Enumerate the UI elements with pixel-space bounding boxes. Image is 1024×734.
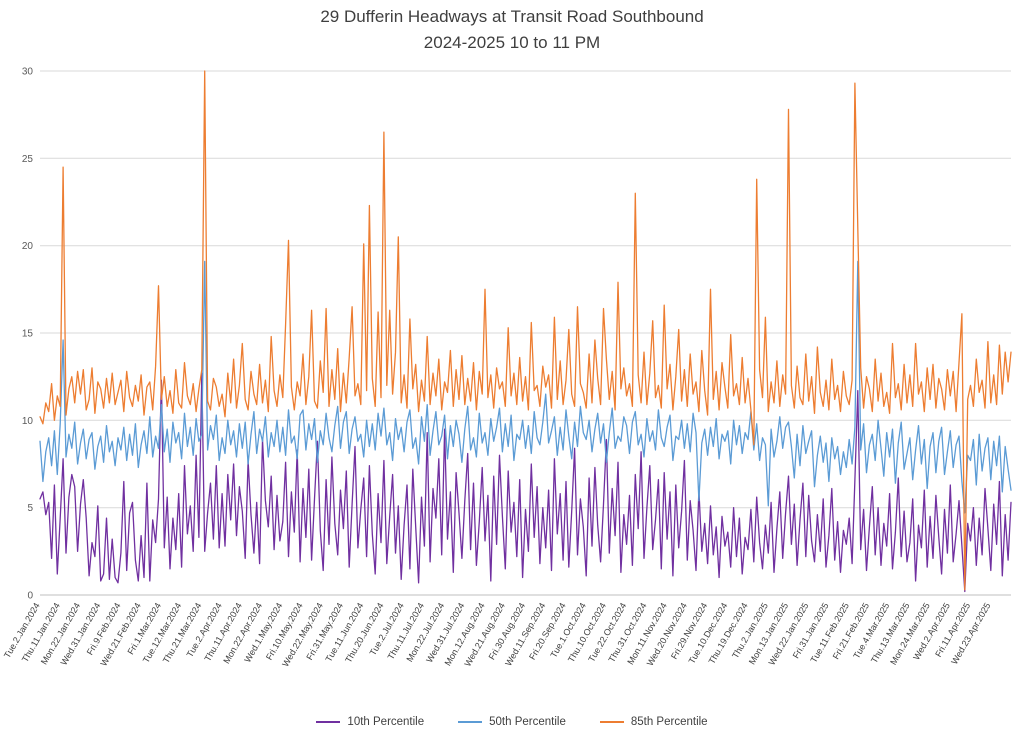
legend-line-swatch-orange: [599, 721, 624, 723]
series-line-85th-percentile: [39, 70, 1012, 591]
y-tick-label: 5: [27, 503, 33, 514]
y-tick-label: 10: [22, 416, 34, 427]
series-line-10th-percentile: [39, 372, 1012, 593]
legend-label: 85th Percentile: [630, 716, 708, 728]
legend-label: 10th Percentile: [347, 716, 425, 728]
legend-label: 50th Percentile: [489, 716, 566, 728]
legend-item-10th-percentile: 10th Percentile: [316, 716, 424, 728]
chart-title-line1: 29 Dufferin Headways at Transit Road Sou…: [320, 7, 704, 26]
y-tick-label: 30: [22, 67, 34, 78]
chart-legend: 10th Percentile 50th Percentile 85th Per…: [0, 716, 1024, 728]
legend-item-85th-percentile: 85th Percentile: [599, 716, 708, 728]
series-line-50th-percentile: [39, 260, 1012, 514]
legend-line-swatch-blue: [458, 721, 483, 723]
y-tick-label: 15: [22, 329, 34, 340]
legend-line-swatch-purple: [316, 721, 341, 723]
y-tick-label: 25: [22, 154, 34, 165]
y-tick-label: 20: [22, 241, 34, 252]
chart-title-line2: 2024-2025 10 to 11 PM: [423, 33, 601, 52]
chart-title: 29 Dufferin Headways at Transit Road Sou…: [0, 4, 1024, 56]
chart-plot: 051015202530Tue.2.Jan.2024Thu.11.Jan.202…: [2, 67, 1012, 669]
legend-item-50th-percentile: 50th Percentile: [458, 716, 566, 728]
y-tick-label: 0: [27, 591, 33, 602]
